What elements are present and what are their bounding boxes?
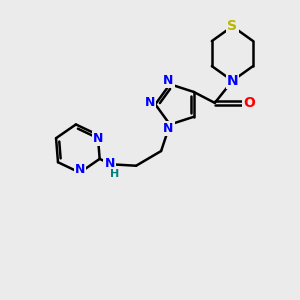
Text: S: S (227, 19, 237, 33)
Text: N: N (145, 96, 155, 110)
Text: O: O (243, 96, 255, 110)
Text: N: N (163, 74, 174, 87)
Text: N: N (75, 163, 85, 176)
Text: N: N (163, 122, 174, 135)
Text: N: N (226, 74, 238, 88)
Text: N: N (104, 157, 115, 170)
Text: N: N (92, 132, 103, 145)
Text: H: H (110, 169, 119, 179)
